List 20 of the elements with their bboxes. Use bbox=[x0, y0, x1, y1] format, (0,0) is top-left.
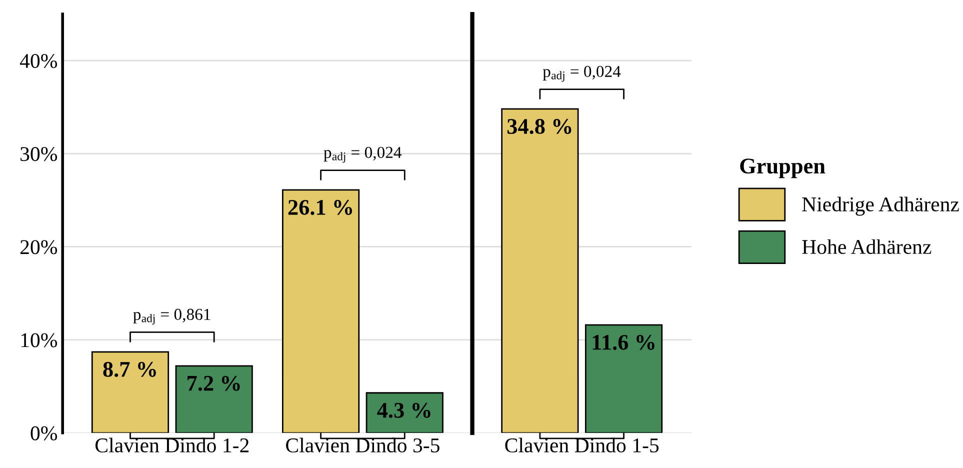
y-tick-label: 0% bbox=[30, 426, 58, 440]
x-tick-label: Clavien Dindo 3-5 bbox=[286, 438, 440, 452]
y-tick-label: 40% bbox=[20, 54, 58, 68]
annotation: p$_{adj}$ = 0,024 bbox=[324, 146, 402, 163]
y-tick-label: 10% bbox=[21, 333, 58, 348]
data-label: 34.8 % bbox=[507, 118, 572, 134]
y-tick-label: 30% bbox=[20, 147, 58, 162]
legend-label: Niedrige Adhärenz bbox=[802, 196, 959, 216]
legend-title: Gruppen bbox=[740, 158, 826, 178]
data-label: 8.7 % bbox=[103, 362, 156, 377]
text: p$_{adj}$ = 0,024 bbox=[542, 66, 621, 82]
data-label: 4.3 % bbox=[377, 402, 430, 418]
annotation: p$_{adj}$ = 0,861 bbox=[133, 308, 210, 325]
x-tick-label: Clavien Dindo 1-5 bbox=[505, 438, 659, 452]
data-label: 26.1 % bbox=[288, 200, 352, 216]
x-tick-label: Clavien Dindo 1-2 bbox=[95, 438, 249, 452]
data-label: 11.6 % bbox=[592, 334, 654, 350]
legend-label: Hohe Adhärenz bbox=[802, 239, 932, 254]
y-tick-label: 20% bbox=[20, 240, 58, 254]
data-label: 7.2 % bbox=[188, 376, 240, 391]
